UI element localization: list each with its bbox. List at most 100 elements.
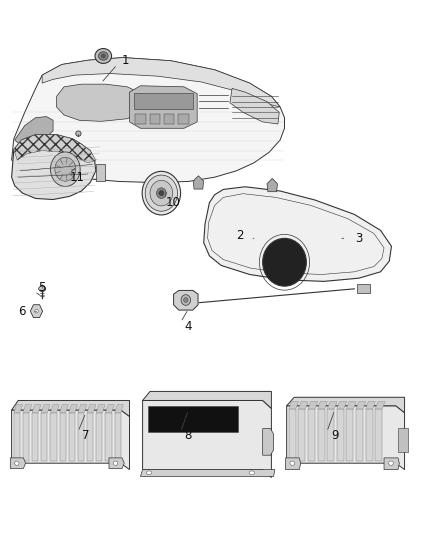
Ellipse shape <box>150 180 173 206</box>
Text: 7: 7 <box>82 429 90 442</box>
Polygon shape <box>14 135 96 163</box>
Polygon shape <box>42 58 280 107</box>
Polygon shape <box>287 397 405 413</box>
Ellipse shape <box>147 471 152 474</box>
Polygon shape <box>289 401 298 409</box>
Ellipse shape <box>389 461 393 465</box>
Polygon shape <box>141 470 275 477</box>
Polygon shape <box>60 413 66 461</box>
Bar <box>398 427 408 451</box>
Text: 5: 5 <box>39 281 46 294</box>
Ellipse shape <box>249 471 254 474</box>
Polygon shape <box>308 409 315 461</box>
Polygon shape <box>69 413 75 461</box>
Polygon shape <box>11 458 25 469</box>
Polygon shape <box>50 413 57 461</box>
Polygon shape <box>287 406 405 470</box>
Polygon shape <box>308 401 318 409</box>
Ellipse shape <box>321 228 343 254</box>
Polygon shape <box>14 405 22 413</box>
Ellipse shape <box>99 52 108 60</box>
Polygon shape <box>78 413 84 461</box>
Polygon shape <box>14 117 53 147</box>
Polygon shape <box>23 405 32 413</box>
Polygon shape <box>346 401 356 409</box>
Bar <box>134 93 193 109</box>
Polygon shape <box>263 429 274 455</box>
Ellipse shape <box>14 461 19 465</box>
Polygon shape <box>41 413 47 461</box>
Polygon shape <box>366 409 373 461</box>
Polygon shape <box>60 405 68 413</box>
Ellipse shape <box>156 188 166 198</box>
Polygon shape <box>115 405 124 413</box>
Text: 6: 6 <box>18 305 25 318</box>
Polygon shape <box>327 409 334 461</box>
Polygon shape <box>96 405 105 413</box>
Polygon shape <box>346 409 353 461</box>
Text: 11: 11 <box>70 171 85 184</box>
Text: 2: 2 <box>236 229 244 242</box>
Polygon shape <box>286 458 300 470</box>
Ellipse shape <box>184 297 188 302</box>
Text: 3: 3 <box>355 232 362 245</box>
Bar <box>96 165 106 181</box>
Ellipse shape <box>251 229 268 248</box>
Text: 9: 9 <box>331 429 339 442</box>
Polygon shape <box>173 290 198 310</box>
Polygon shape <box>337 401 346 409</box>
Text: 10: 10 <box>166 196 180 209</box>
Polygon shape <box>23 413 29 461</box>
Polygon shape <box>106 405 114 413</box>
Ellipse shape <box>263 238 306 286</box>
Text: 1: 1 <box>121 54 129 67</box>
Ellipse shape <box>245 222 274 254</box>
Polygon shape <box>115 413 121 461</box>
Polygon shape <box>96 413 102 461</box>
Polygon shape <box>12 400 130 416</box>
Ellipse shape <box>255 233 265 244</box>
Bar <box>148 406 238 432</box>
Bar <box>135 115 146 124</box>
Bar <box>178 115 189 124</box>
Polygon shape <box>109 458 124 469</box>
Polygon shape <box>50 405 59 413</box>
Polygon shape <box>57 84 141 122</box>
Polygon shape <box>375 401 385 409</box>
Polygon shape <box>204 187 392 281</box>
Polygon shape <box>32 413 38 461</box>
Polygon shape <box>267 179 278 192</box>
Polygon shape <box>318 401 327 409</box>
Polygon shape <box>375 409 382 461</box>
Polygon shape <box>289 409 296 461</box>
Ellipse shape <box>55 157 76 181</box>
Polygon shape <box>327 401 337 409</box>
Polygon shape <box>337 409 344 461</box>
Polygon shape <box>106 413 112 461</box>
Ellipse shape <box>76 131 81 136</box>
Ellipse shape <box>159 190 164 196</box>
Ellipse shape <box>326 233 339 248</box>
Polygon shape <box>130 86 197 128</box>
Ellipse shape <box>345 228 350 233</box>
Polygon shape <box>87 405 96 413</box>
Ellipse shape <box>181 295 191 305</box>
Polygon shape <box>69 405 78 413</box>
Polygon shape <box>87 413 93 461</box>
Text: 8: 8 <box>185 429 192 442</box>
Ellipse shape <box>35 309 38 313</box>
Text: 4: 4 <box>185 320 192 333</box>
Polygon shape <box>41 405 50 413</box>
Polygon shape <box>14 136 55 165</box>
Polygon shape <box>193 176 204 189</box>
Ellipse shape <box>142 171 180 215</box>
Ellipse shape <box>290 461 295 465</box>
Polygon shape <box>78 405 87 413</box>
Ellipse shape <box>330 259 335 264</box>
Ellipse shape <box>50 152 80 187</box>
Polygon shape <box>12 135 96 199</box>
Bar <box>357 284 370 293</box>
Bar <box>164 115 174 124</box>
Bar <box>150 115 160 124</box>
Ellipse shape <box>330 238 335 244</box>
